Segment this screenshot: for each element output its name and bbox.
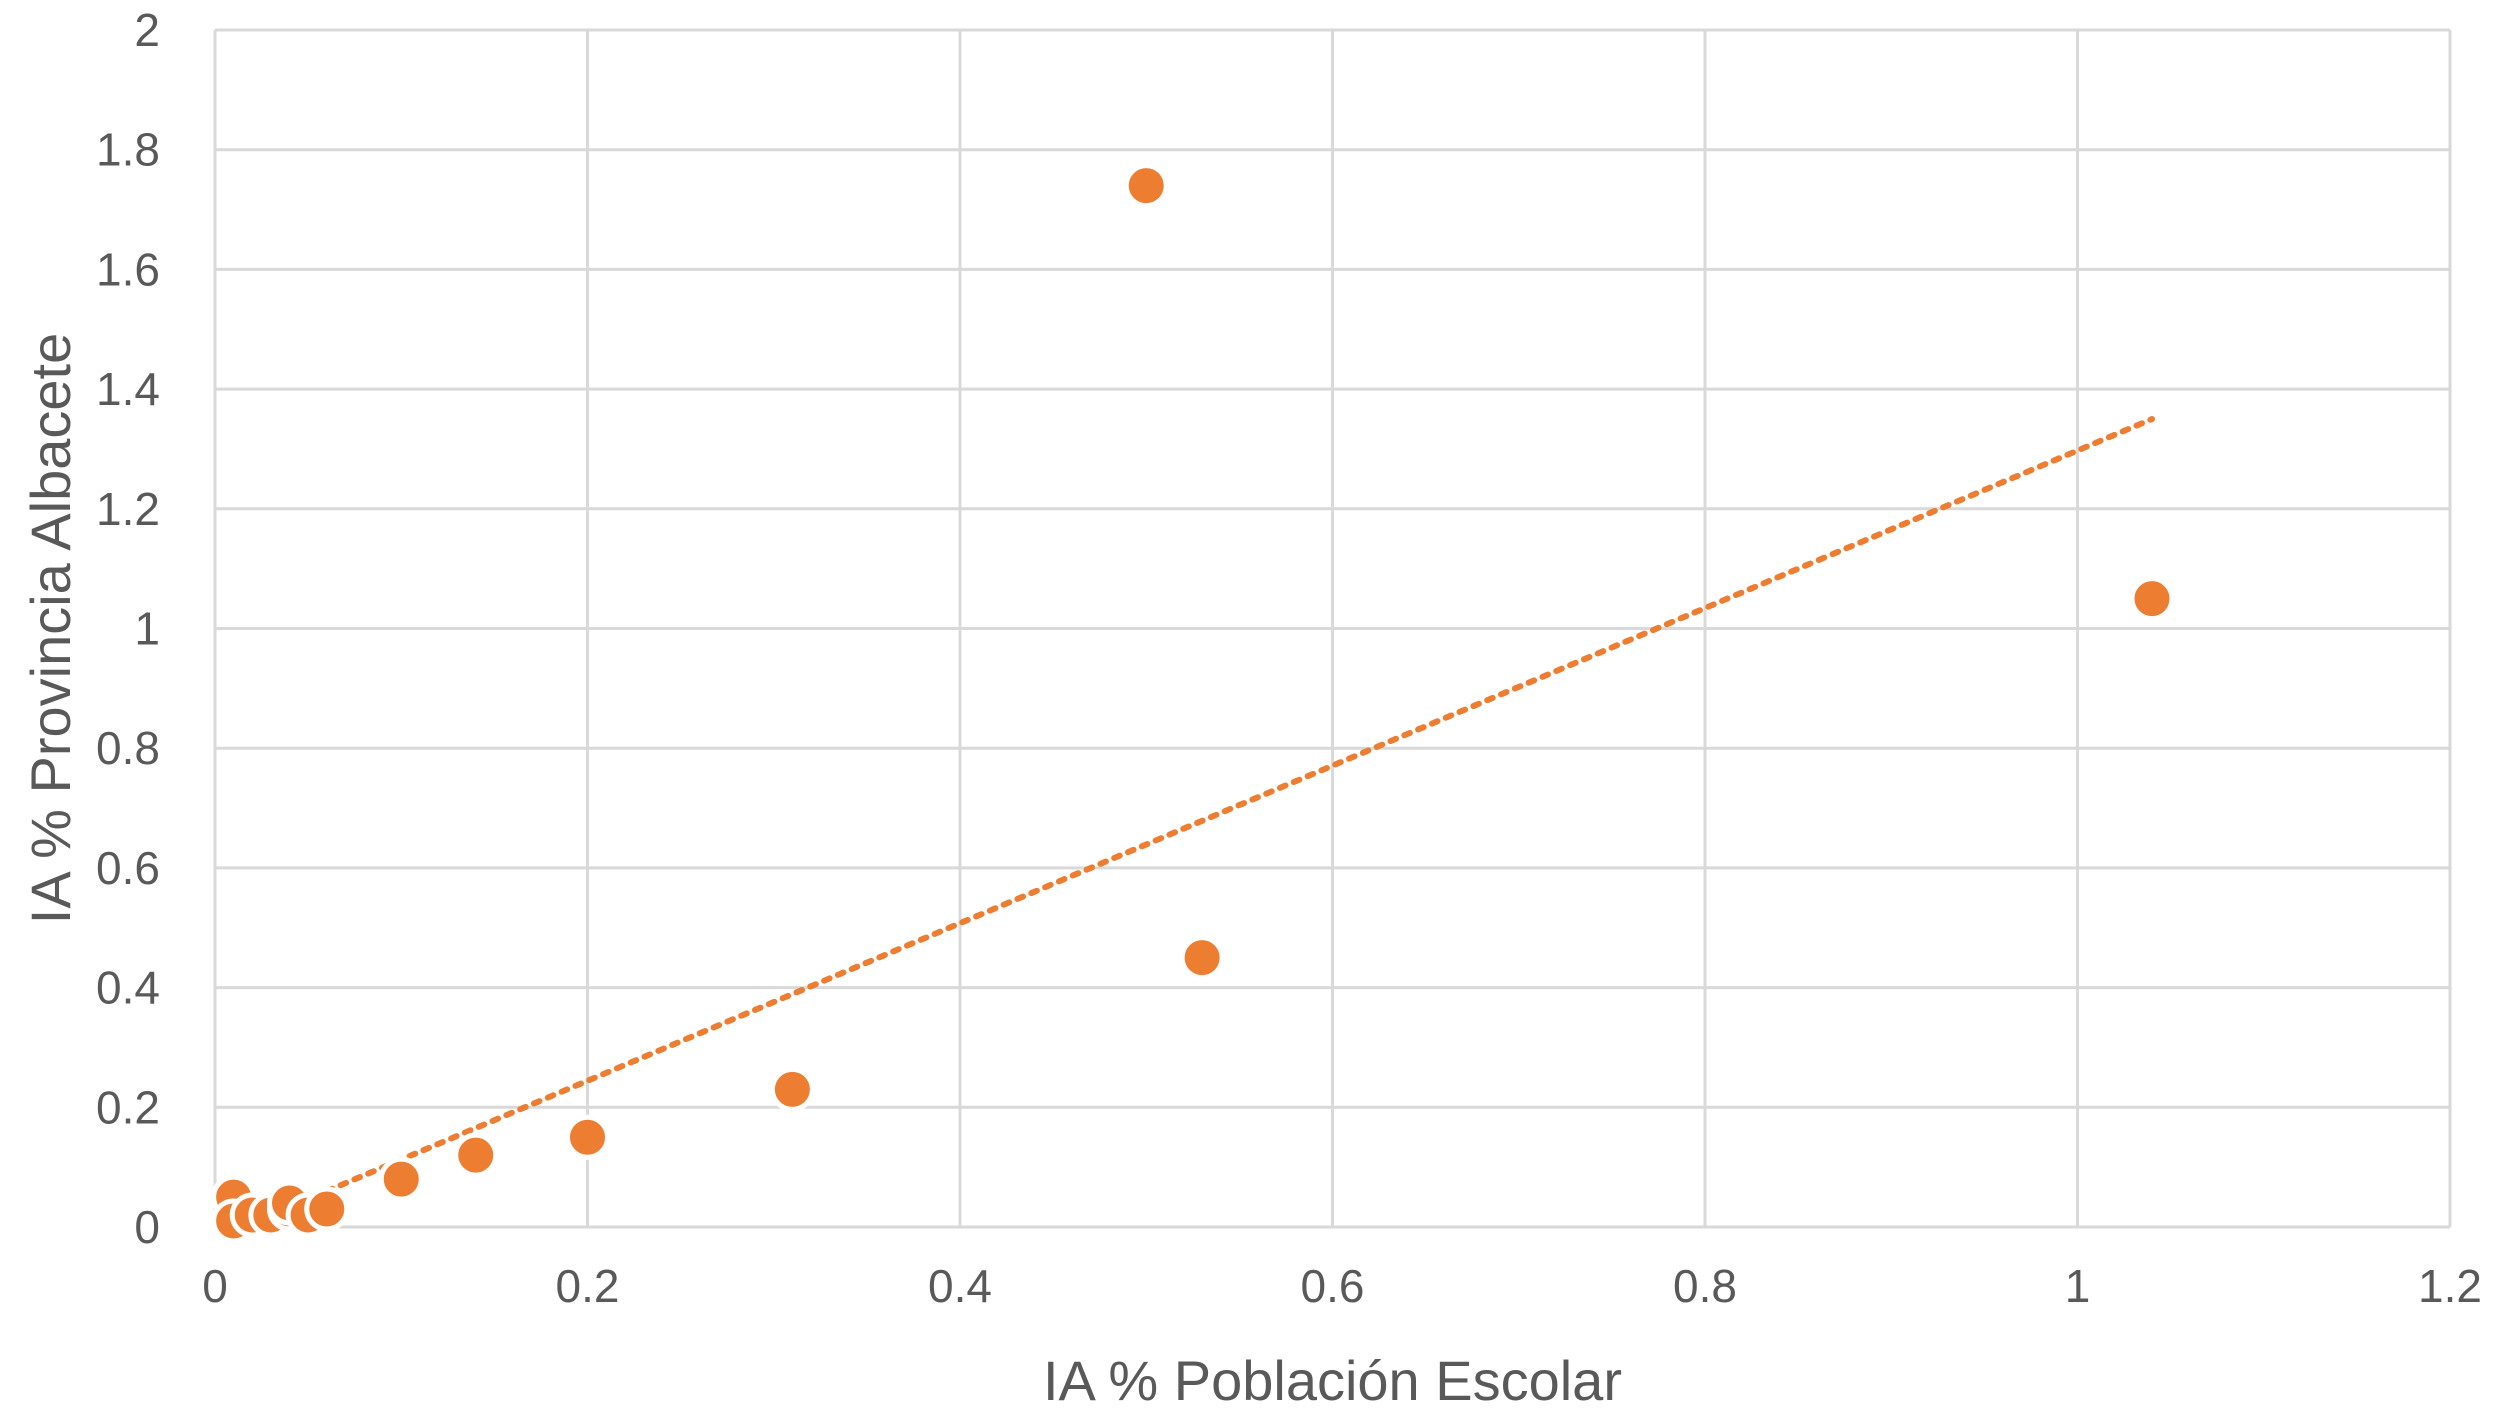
x-axis-tick-labels: 0 0.2 0.4 0.6 0.8 1 1.2	[202, 1260, 2482, 1312]
y-tick-label: 0.8	[96, 722, 160, 774]
y-tick-label: 0	[134, 1201, 160, 1253]
y-tick-label: 1.6	[96, 243, 160, 295]
data-point	[1179, 935, 1225, 981]
data-point	[565, 1114, 610, 1160]
y-tick-label: 2	[134, 4, 160, 56]
x-tick-label: 0.4	[928, 1260, 992, 1312]
data-point	[769, 1066, 815, 1112]
data-point	[1123, 163, 1169, 209]
data-point	[304, 1186, 350, 1232]
y-tick-label: 0.6	[96, 842, 160, 894]
data-point	[2129, 576, 2175, 622]
y-axis-title: IA % Provincia Albacete	[19, 333, 82, 924]
x-axis-title: IA % Población Escolar	[1043, 1349, 1622, 1412]
x-tick-label: 0.8	[1673, 1260, 1737, 1312]
data-point	[378, 1156, 424, 1202]
gridlines	[213, 28, 2452, 1229]
data-point	[453, 1132, 499, 1178]
y-tick-label: 1.4	[96, 363, 160, 415]
data-points	[211, 163, 2175, 1244]
y-tick-label: 1.2	[96, 483, 160, 535]
x-tick-label: 1.2	[2418, 1260, 2482, 1312]
y-tick-label: 1	[134, 603, 160, 655]
x-tick-label: 0.6	[1301, 1260, 1365, 1312]
linear-trendline	[323, 416, 2155, 1195]
y-tick-label: 0.4	[96, 962, 160, 1014]
x-tick-label: 1	[2065, 1260, 2091, 1312]
x-tick-label: 0	[202, 1260, 228, 1312]
y-tick-label: 0.2	[96, 1081, 160, 1133]
trendline-layer	[323, 416, 2155, 1195]
y-tick-label: 1.8	[96, 124, 160, 176]
y-axis-tick-labels: 0 0.2 0.4 0.6 0.8 1 1.2 1.4 1.6 1.8 2	[96, 4, 160, 1253]
x-tick-label: 0.2	[556, 1260, 620, 1312]
